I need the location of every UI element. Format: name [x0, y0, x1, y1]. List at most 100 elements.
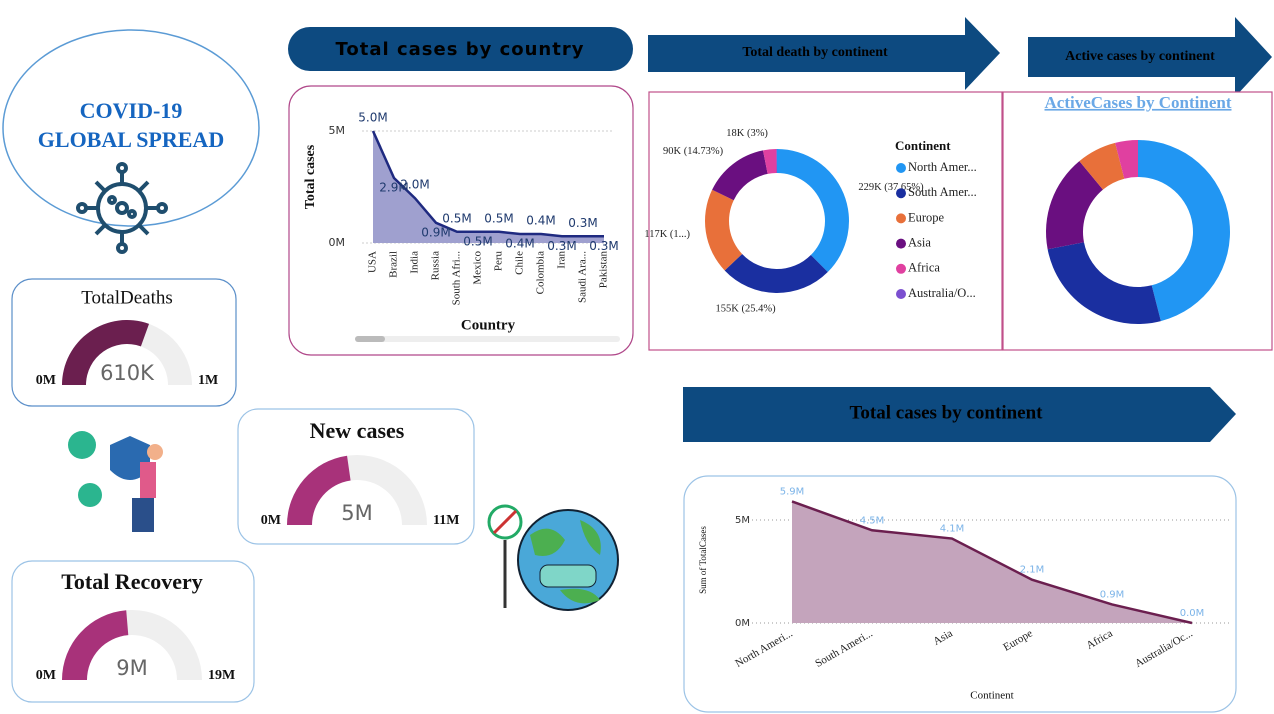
data-label: 2.0M	[400, 178, 429, 192]
data-label: 0.9M	[421, 225, 450, 239]
legend-label: South Amer...	[908, 185, 977, 199]
x-tick-label: Peru	[493, 251, 505, 272]
banner-arrow	[683, 387, 1236, 442]
data-label: 0.3M	[589, 239, 618, 253]
x-tick-label: Chile	[514, 251, 526, 275]
gauge-tick-label: 0M	[36, 668, 56, 683]
data-label: 4.1M	[940, 524, 965, 535]
legend-label: Asia	[908, 235, 931, 249]
y-tick-label: 5M	[329, 124, 346, 137]
title-line: GLOBAL SPREAD	[38, 127, 224, 152]
x-tick-label: Brazil	[388, 251, 400, 278]
x-axis-label: Country	[461, 317, 516, 333]
legend-swatch	[896, 213, 906, 224]
gauge-fill	[287, 455, 351, 525]
area	[373, 130, 604, 243]
virus-icon	[76, 162, 168, 254]
data-label: 229K (37.65%)	[858, 182, 924, 193]
card-title: TotalDeaths	[81, 287, 173, 308]
x-tick-label: South Afri...	[451, 251, 463, 306]
donut-slice	[1079, 142, 1125, 190]
data-label: 0.9M	[1100, 589, 1125, 600]
data-label: 0.4M	[526, 214, 555, 228]
x-tick-label: Pakistan	[598, 251, 610, 289]
card-title: Total Recovery	[61, 569, 203, 594]
legend-swatch	[896, 238, 906, 249]
gauge-value: 610K	[100, 361, 155, 385]
donut-slice	[762, 149, 777, 174]
data-label: 0.3M	[568, 216, 597, 230]
banner-text: Total cases by continent	[849, 402, 1043, 423]
donut-slice	[1115, 140, 1138, 179]
legend-swatch	[896, 163, 906, 173]
data-label: 5.9M	[780, 486, 805, 497]
scrollbar-thumb[interactable]	[355, 336, 385, 342]
donut-slice	[777, 149, 849, 273]
legend-label: Australia/O...	[908, 286, 976, 300]
y-axis-label: Sum of TotalCases	[698, 526, 708, 594]
banner-arrow	[648, 17, 1000, 90]
gauge-tick-label: 0M	[36, 373, 56, 388]
line	[791, 500, 1193, 625]
title-bubble	[2, 29, 260, 227]
gauge-tick-label: 1M	[198, 373, 218, 388]
legend-swatch	[896, 263, 906, 274]
banner-text: Total cases by country	[336, 39, 585, 60]
title-line: COVID-19	[80, 98, 183, 123]
gauge-fill	[62, 610, 129, 680]
banner-text: Total death by continent	[742, 45, 888, 60]
gauge-fill	[62, 320, 150, 385]
data-label: 5.0M	[358, 110, 387, 124]
data-label: 0.0M	[1180, 608, 1205, 619]
data-label: 155K (25.4%)	[716, 303, 777, 314]
data-label: 18K (3%)	[726, 128, 768, 139]
y-tick-label: 5M	[735, 515, 750, 526]
legend-title: Continent	[895, 138, 951, 153]
banner-arrow	[1028, 17, 1272, 97]
data-label: 0.5M	[442, 211, 471, 225]
donut-slice	[1045, 161, 1103, 250]
x-tick-label: Mexico	[472, 251, 484, 285]
data-label: 0.4M	[505, 237, 534, 251]
illustration-shield	[68, 431, 163, 532]
area	[792, 501, 1192, 623]
donut-slice	[724, 253, 828, 294]
data-label: 0.5M	[463, 234, 492, 248]
data-label: 2.9M	[379, 181, 408, 195]
donut-slice	[1047, 242, 1161, 325]
gauge-tick-label: 19M	[208, 668, 235, 683]
donut-slice	[705, 189, 743, 271]
legend-label: Africa	[908, 261, 940, 275]
data-label: 0.3M	[547, 239, 576, 253]
chart-title: ActiveCases by Continent	[1045, 93, 1232, 112]
line	[371, 130, 604, 238]
data-label: 0.5M	[484, 211, 513, 225]
gauge-tick-label: 0M	[261, 513, 281, 528]
y-axis-label: Total cases	[303, 144, 318, 209]
x-tick-label: India	[409, 251, 421, 274]
scrollbar-track[interactable]	[355, 336, 620, 342]
gauge-value: 9M	[116, 656, 147, 680]
data-label: 4.5M	[860, 515, 885, 526]
x-axis-label: Continent	[970, 690, 1013, 702]
y-tick-label: 0M	[329, 236, 346, 249]
gauge-tick-label: 11M	[433, 513, 459, 528]
x-tick-label: Russia	[430, 251, 442, 280]
banner	[288, 27, 633, 71]
illustration-earth	[487, 504, 619, 611]
legend-label: Europe	[908, 210, 945, 224]
donut-slice	[712, 150, 768, 201]
legend-swatch	[896, 188, 906, 199]
legend-label: North Amer...	[908, 160, 977, 174]
gauge-value: 5M	[341, 501, 372, 525]
x-tick-label: USA	[367, 251, 379, 273]
x-tick-label: Saudi Ara...	[577, 251, 589, 303]
data-label: 117K (1...)	[644, 229, 690, 240]
x-tick-label: Colombia	[535, 251, 547, 295]
card-title: New cases	[310, 418, 405, 443]
donut-slice	[776, 149, 777, 174]
x-tick-label: Iran	[556, 251, 568, 269]
banner-text: Active cases by continent	[1065, 49, 1215, 64]
